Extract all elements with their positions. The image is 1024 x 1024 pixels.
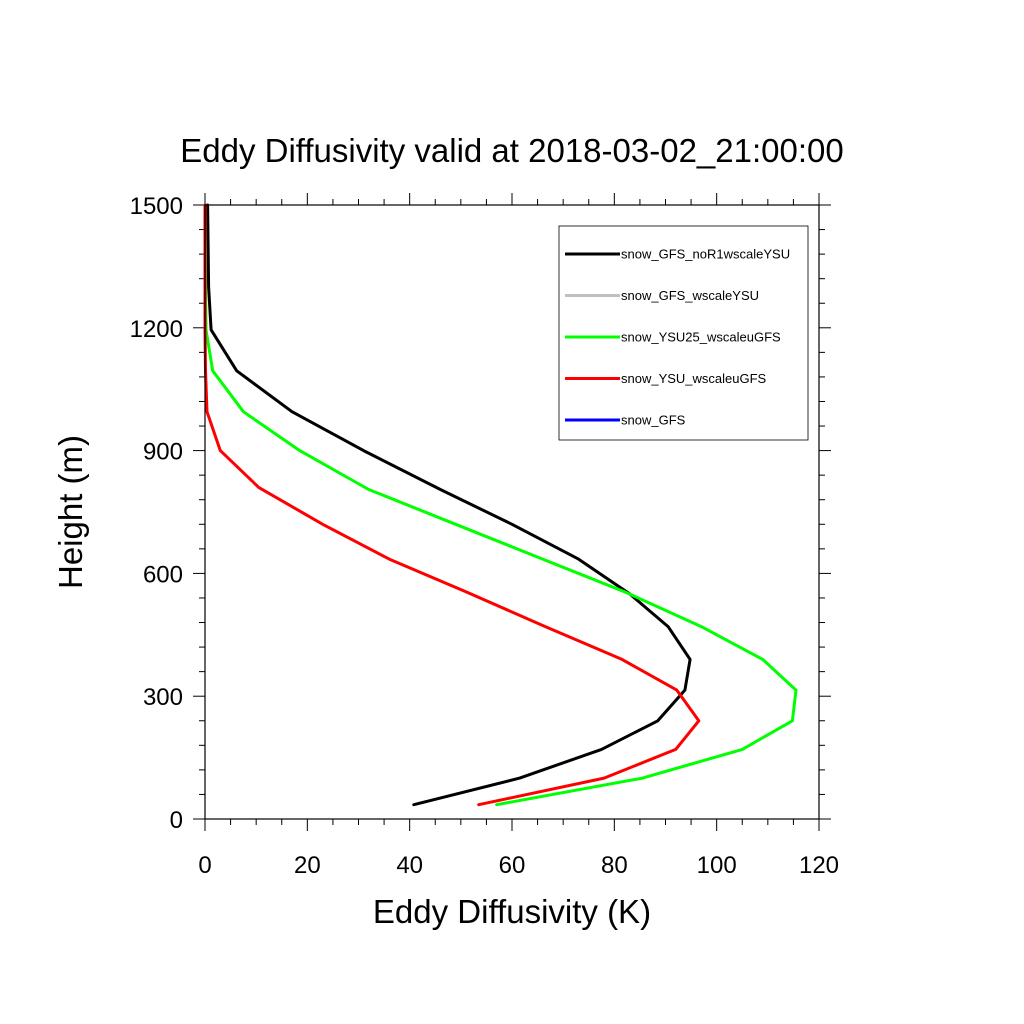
y-tick-label: 1500: [130, 193, 183, 220]
y-tick-label: 0: [170, 807, 183, 834]
legend-label: snow_YSU25_wscaleuGFS: [621, 330, 781, 345]
x-tick-label: 100: [697, 852, 737, 879]
x-tick-label: 40: [396, 852, 423, 879]
x-tick-label: 120: [799, 852, 839, 879]
x-tick-label: 0: [198, 852, 211, 879]
x-tick-label: 80: [601, 852, 628, 879]
y-tick-label: 600: [143, 561, 183, 588]
legend: snow_GFS_noR1wscaleYSU snow_GFS_wscaleYSU…: [558, 225, 809, 441]
y-tick-label: 900: [143, 439, 183, 466]
legend-items: snow_GFS_noR1wscaleYSU snow_GFS_wscaleYSU…: [565, 247, 790, 428]
x-axis-label: Eddy Diffusivity (K): [373, 893, 651, 930]
y-tick-label: 300: [143, 684, 183, 711]
series-line-snow_GFS_noR1wscaleYSU: [206, 203, 692, 807]
y-axis-label: Height (m): [52, 435, 89, 589]
x-tick-label: 60: [499, 852, 526, 879]
legend-box: [558, 225, 809, 441]
plot-frame: [204, 204, 820, 820]
x-tick-label: 20: [294, 852, 321, 879]
chart-title: Eddy Diffusivity valid at 2018-03-02_21:…: [180, 132, 843, 169]
legend-label: snow_YSU_wscaleuGFS: [621, 371, 767, 386]
axis-ticks: [193, 193, 831, 831]
legend-label: snow_GFS_noR1wscaleYSU: [621, 247, 790, 262]
y-tick-label: 1200: [130, 316, 183, 343]
legend-label: snow_GFS_wscaleYSU: [621, 288, 759, 303]
legend-label: snow_GFS: [621, 413, 686, 428]
